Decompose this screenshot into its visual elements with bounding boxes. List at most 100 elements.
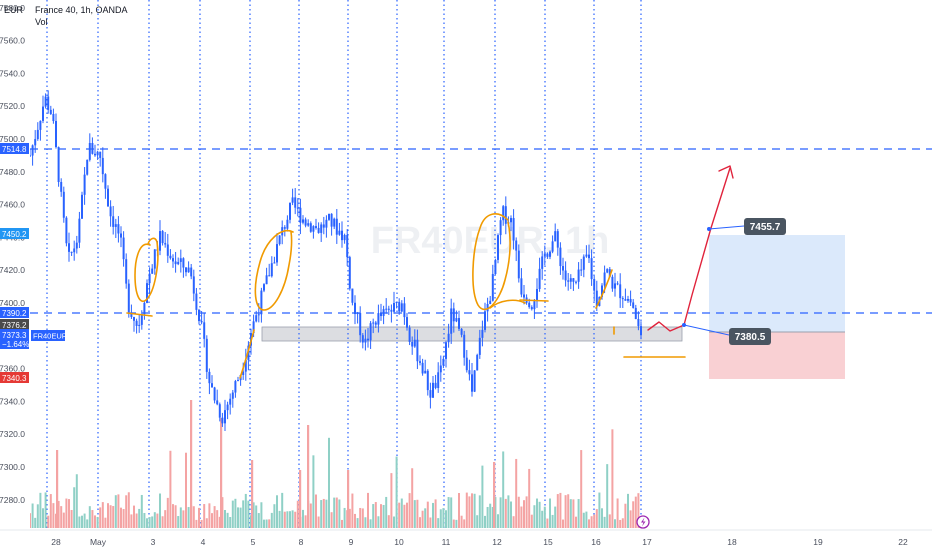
volume-bar <box>78 516 81 528</box>
price-tick-label: 7340.0 <box>0 396 25 406</box>
circle-drawing[interactable] <box>472 213 511 311</box>
volume-bar <box>569 499 572 528</box>
underline-drawing[interactable] <box>126 312 153 317</box>
time-tick-label: 16 <box>591 537 601 547</box>
volume-bar <box>94 515 96 528</box>
curve-drawing[interactable] <box>595 269 613 309</box>
target-up-anchor <box>707 227 711 231</box>
curve-drawing[interactable] <box>239 329 255 379</box>
price-tag <box>0 228 29 239</box>
circle-drawing[interactable] <box>254 229 294 311</box>
candle-body <box>166 244 169 256</box>
candle-body <box>57 147 60 183</box>
candle-body <box>68 243 70 252</box>
volume-bar <box>424 508 427 528</box>
volume-bar <box>523 500 525 528</box>
volume-bar <box>476 515 479 528</box>
chart-title[interactable]: France 40, 1h, OANDA <box>35 5 128 15</box>
volume-bar <box>439 509 442 528</box>
candle-body <box>606 269 609 273</box>
volume-bar <box>146 518 148 528</box>
candle-body <box>361 335 364 343</box>
candle-body <box>96 151 99 156</box>
volume-bar <box>49 494 52 528</box>
volume-bar <box>291 510 294 528</box>
volume-bar <box>203 504 206 528</box>
candle-body <box>393 303 395 312</box>
target-up-connector <box>708 225 745 230</box>
candle-body <box>99 151 102 158</box>
volume-bar <box>309 503 312 528</box>
price-tick-label: 7520.0 <box>0 101 25 111</box>
volume-bar <box>489 503 492 528</box>
candle-body <box>107 188 109 207</box>
volume-bar <box>341 519 343 528</box>
volume-bar <box>387 515 390 528</box>
long-profit-zone[interactable] <box>709 235 845 332</box>
candle-body <box>343 234 346 241</box>
volume-bar <box>68 499 70 528</box>
candle-body <box>562 266 564 271</box>
volume-bar <box>312 455 315 528</box>
price-tag <box>0 319 29 330</box>
volume-bar <box>81 515 83 528</box>
volume-bar <box>148 517 151 528</box>
candle-body <box>510 218 512 223</box>
drawings-layer[interactable] <box>126 165 745 379</box>
volume-bar <box>564 495 567 528</box>
volume-bar <box>634 496 637 528</box>
candle-body <box>52 114 55 122</box>
volume-bar <box>616 498 619 528</box>
candle-body <box>497 235 499 260</box>
circle-drawing[interactable] <box>134 237 159 302</box>
volume-bar <box>135 513 138 528</box>
candle-body <box>481 329 484 338</box>
volume-bar <box>398 502 401 528</box>
curve-drawing[interactable] <box>489 299 526 309</box>
volume-bar <box>582 512 585 528</box>
volume-bar <box>486 506 489 528</box>
candle-body <box>439 365 442 373</box>
time-axis[interactable]: 28 May 3 4 5 8 9 10 11 12 15 16 17 18 19 22 <box>51 537 908 547</box>
candle-body <box>34 139 37 146</box>
volume-bar <box>39 492 42 528</box>
volume-bar <box>507 495 510 528</box>
volume-bar <box>302 509 304 528</box>
candle-body <box>36 129 39 140</box>
candle-body <box>148 273 151 284</box>
time-tick-label: 5 <box>251 537 256 547</box>
candle-body <box>406 317 408 328</box>
target-down-label[interactable]: 7380.5 <box>729 328 771 345</box>
candle-body <box>122 237 125 260</box>
lightning-icon[interactable] <box>636 515 650 529</box>
candle-body <box>335 218 338 235</box>
candle-body <box>619 284 622 299</box>
target-up-label[interactable]: 7455.7 <box>744 218 786 235</box>
candle-body <box>179 258 182 262</box>
candle-body <box>572 278 575 282</box>
candle-body <box>491 274 494 301</box>
volume-bar <box>413 500 416 528</box>
underline-drawing[interactable] <box>519 299 549 302</box>
candle-body <box>387 308 390 310</box>
volume-bar <box>179 507 182 528</box>
candle-body <box>268 275 271 277</box>
price-candles <box>29 90 642 432</box>
candle-body <box>419 361 421 363</box>
candle-body <box>60 182 63 192</box>
svg-text:7455.7: 7455.7 <box>750 222 781 233</box>
volume-bar <box>588 519 590 528</box>
candle-body <box>325 219 328 228</box>
volume-bar <box>632 501 635 528</box>
volume-bar <box>442 508 445 528</box>
time-tick-label: 22 <box>898 537 908 547</box>
candle-body <box>47 96 50 110</box>
support-zone-box[interactable] <box>261 326 683 342</box>
volume-indicator-label[interactable]: Vol <box>35 17 48 27</box>
volume-bar <box>493 462 496 528</box>
candle-body <box>567 280 570 282</box>
volume-bar <box>348 508 351 528</box>
candle-body <box>83 174 86 195</box>
volume-bar <box>429 517 432 528</box>
